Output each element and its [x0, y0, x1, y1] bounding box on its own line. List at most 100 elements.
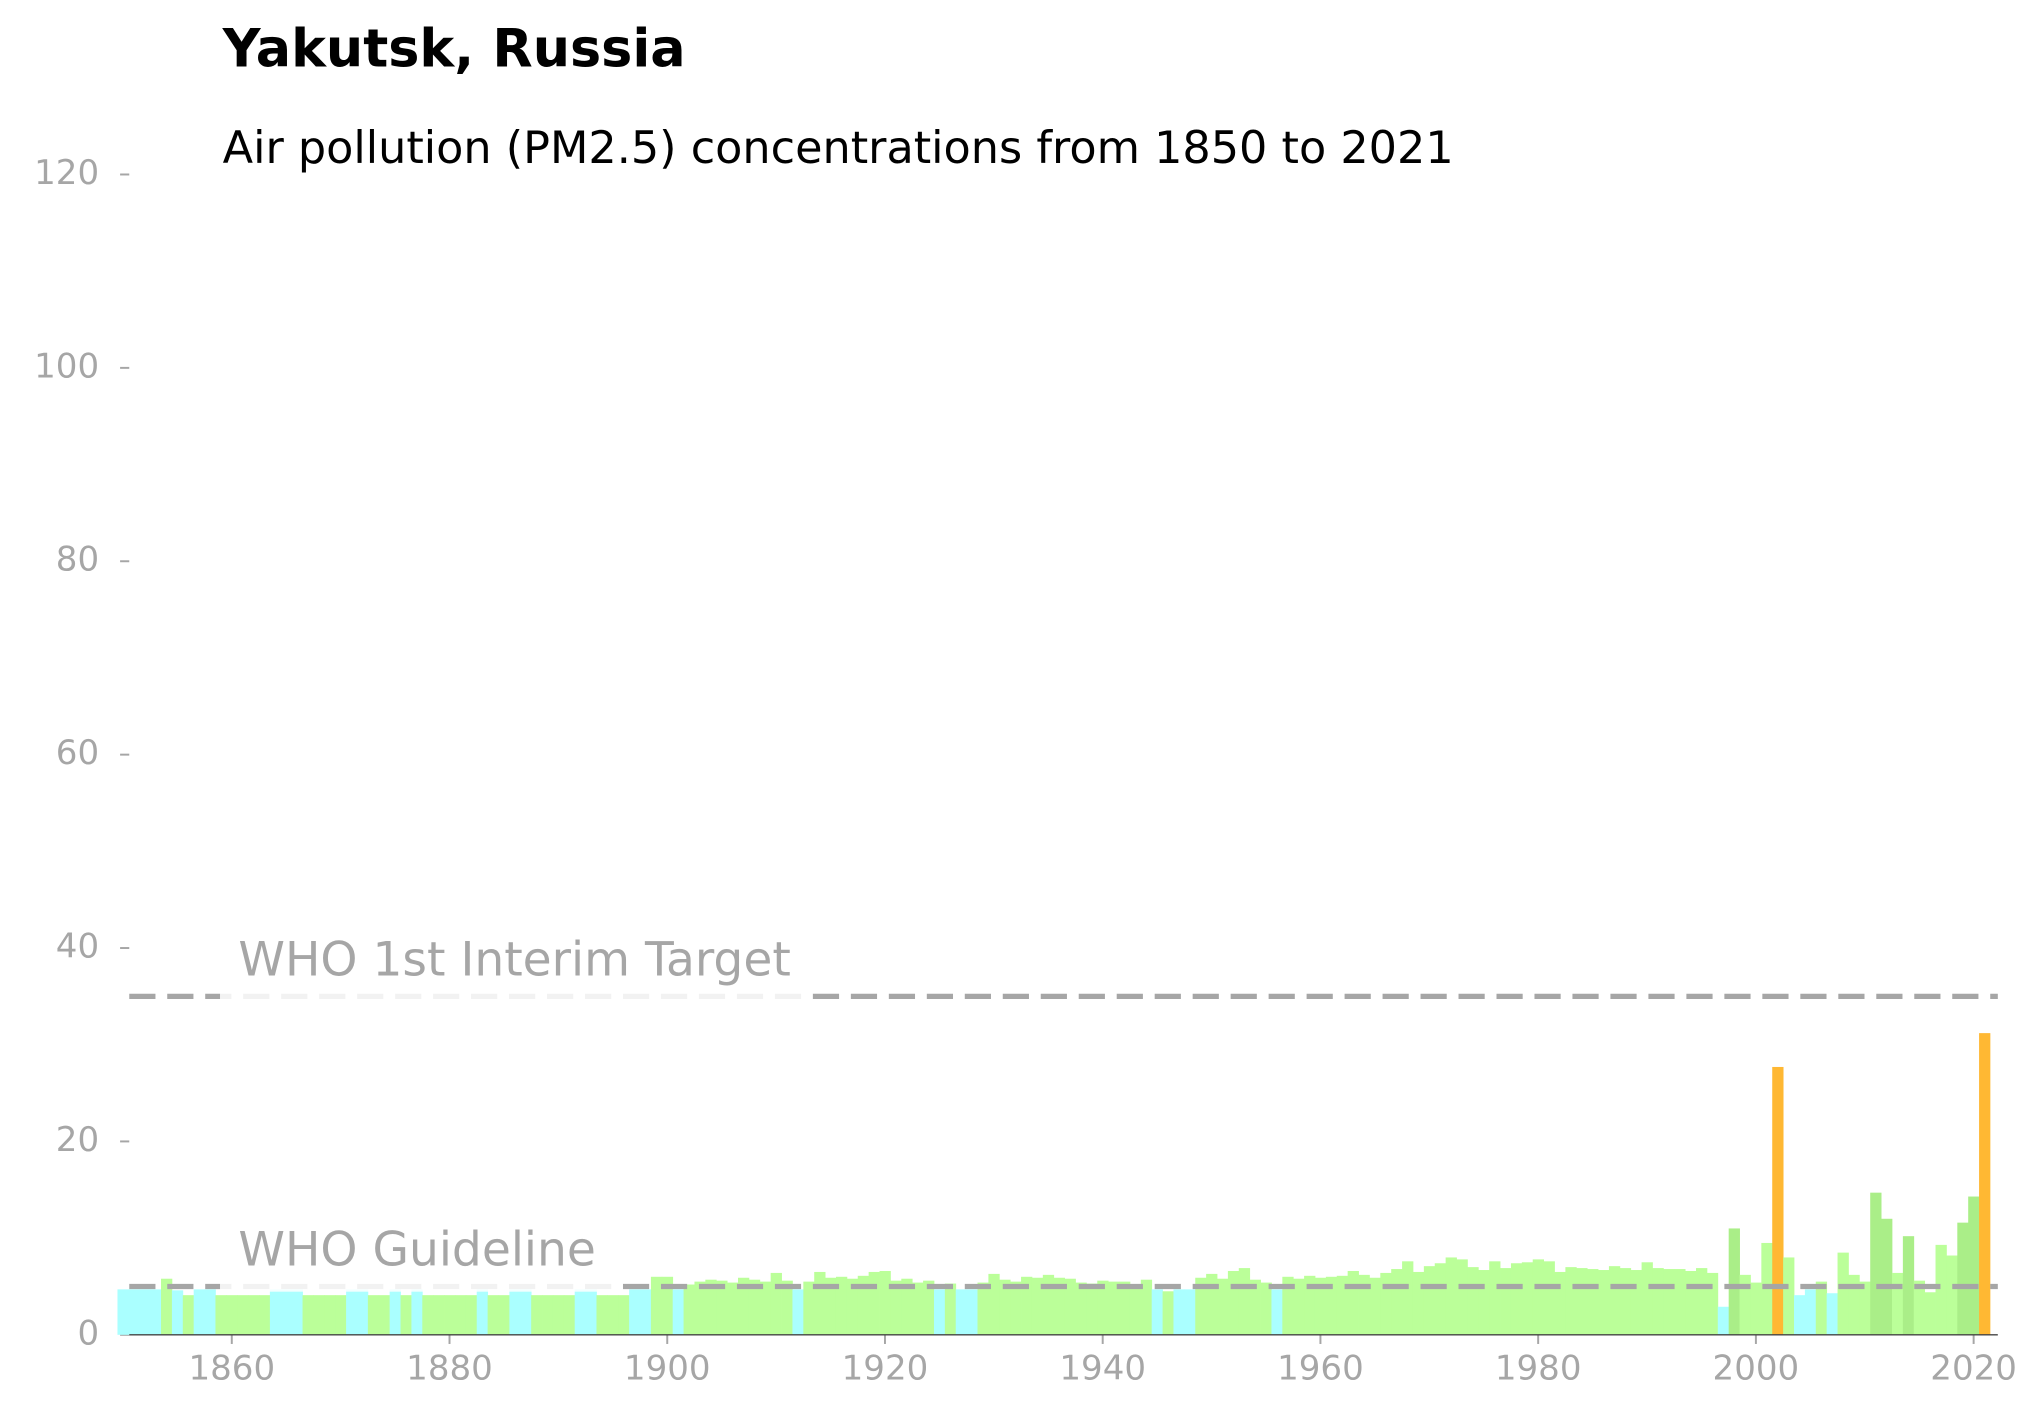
bar: [1271, 1289, 1283, 1335]
bar: [269, 1289, 282, 1335]
bar: [1587, 1269, 1599, 1335]
bar: [1402, 1261, 1414, 1335]
y-tick-label: 0: [77, 1313, 99, 1353]
bar: [596, 1295, 608, 1335]
bar: [563, 1295, 576, 1335]
bar: [705, 1279, 717, 1335]
bar: [1728, 1228, 1740, 1335]
bar: [248, 1295, 260, 1335]
bar: [400, 1295, 412, 1335]
bar: [193, 1289, 205, 1335]
bar: [1663, 1269, 1675, 1335]
bar: [182, 1295, 195, 1335]
bar: [1946, 1255, 1958, 1335]
bar: [781, 1280, 793, 1335]
bar: [759, 1281, 772, 1335]
bar: [1031, 1277, 1044, 1335]
bar: [574, 1289, 586, 1335]
bar: [1260, 1282, 1272, 1335]
bar: [944, 1283, 957, 1335]
bar: [444, 1295, 456, 1335]
bar: [1968, 1196, 1980, 1335]
x-tick-label: 1940: [1059, 1349, 1146, 1389]
bar: [356, 1289, 369, 1335]
bar: [955, 1289, 968, 1335]
bar: [324, 1295, 336, 1335]
bar: [1445, 1257, 1457, 1335]
bar: [640, 1289, 652, 1335]
bar: [1380, 1272, 1392, 1335]
bar: [1510, 1263, 1523, 1335]
bar: [1325, 1276, 1338, 1335]
bar: [923, 1280, 935, 1335]
bar: [476, 1289, 489, 1335]
bar: [933, 1289, 946, 1335]
y-tick-label: 120: [34, 153, 99, 193]
bar: [1576, 1268, 1588, 1335]
bar: [411, 1289, 423, 1335]
bar: [1086, 1283, 1098, 1335]
bar: [738, 1277, 750, 1335]
bar: [117, 1289, 129, 1335]
bar: [226, 1295, 238, 1335]
y-tick-label: 60: [56, 733, 99, 773]
x-tick-label: 2000: [1713, 1349, 1800, 1389]
bar: [313, 1295, 325, 1335]
bar: [1347, 1270, 1359, 1335]
bar: [1957, 1222, 1969, 1335]
y-tick-label: 40: [56, 927, 99, 967]
bar: [1848, 1274, 1860, 1335]
bar: [1467, 1267, 1479, 1335]
bar: [1630, 1270, 1642, 1335]
bar: [607, 1295, 619, 1335]
bar: [1685, 1270, 1697, 1335]
bar: [1608, 1266, 1621, 1335]
bar: [422, 1295, 434, 1335]
bar: [846, 1278, 859, 1335]
x-tick-label: 1900: [624, 1349, 711, 1389]
y-tick-label: 80: [56, 540, 99, 580]
bar: [237, 1295, 249, 1335]
bar: [215, 1295, 227, 1335]
bar: [498, 1295, 510, 1335]
bar: [1293, 1278, 1305, 1335]
bar: [291, 1289, 303, 1335]
bar: [1804, 1289, 1817, 1335]
bar: [694, 1281, 706, 1335]
bar: [389, 1289, 401, 1335]
x-tick-label: 1880: [406, 1349, 493, 1389]
bar: [487, 1295, 499, 1335]
bar: [1162, 1291, 1174, 1335]
bar: [1238, 1268, 1251, 1335]
bar: [302, 1295, 314, 1335]
x-tick-label: 1860: [188, 1349, 275, 1389]
bar: [803, 1281, 815, 1335]
bar: [1173, 1289, 1185, 1335]
bar: [465, 1295, 478, 1335]
bar: [1227, 1270, 1240, 1335]
bar: [912, 1282, 924, 1335]
bar: [1314, 1277, 1327, 1335]
bar: [857, 1275, 870, 1335]
reference-label-background: [220, 1218, 615, 1292]
bar: [1532, 1259, 1545, 1335]
bar: [1794, 1295, 1806, 1335]
bar: [520, 1289, 532, 1335]
bar: [1151, 1289, 1163, 1335]
bar: [1500, 1268, 1512, 1335]
bar: [378, 1295, 391, 1335]
bar: [1021, 1276, 1033, 1335]
bar: [770, 1272, 782, 1335]
bar: [1717, 1306, 1730, 1335]
bar: [1783, 1257, 1795, 1335]
bar: [1064, 1278, 1076, 1335]
reference-label: WHO Guideline: [238, 1222, 596, 1277]
bar: [1837, 1252, 1849, 1335]
bar: [346, 1289, 358, 1335]
x-tick-label: 1920: [842, 1349, 929, 1389]
bar: [1119, 1281, 1131, 1335]
bar: [1521, 1262, 1534, 1335]
bar: [128, 1289, 140, 1335]
bar: [683, 1284, 695, 1335]
bar: [650, 1276, 663, 1335]
